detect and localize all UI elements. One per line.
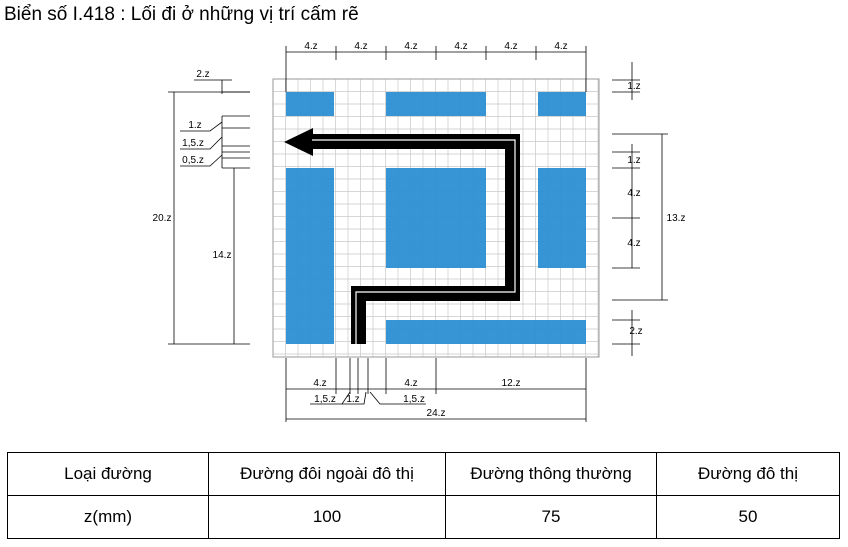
dim-left-15z: 1,5.z: [182, 138, 204, 149]
dim-top-2: 4.z: [354, 41, 367, 52]
dim-right-4z-b: 4.z: [627, 238, 640, 249]
dim-bottom-4z-a: 4.z: [313, 378, 326, 389]
dim-bottom-12z: 12.z: [502, 378, 521, 389]
z-value-table: Loại đường Đường đôi ngoài đô thị Đường …: [7, 452, 840, 539]
dim-bottom-4z-b: 4.z: [404, 378, 417, 389]
dim-top-6: 4.z: [554, 41, 567, 52]
dim-right-4z-a: 4.z: [627, 188, 640, 199]
panel-top-right: [538, 92, 586, 116]
dim-bottom-1z: 1.z: [346, 394, 359, 405]
table-row: z(mm) 100 75 50: [7, 495, 840, 539]
dim-left-1z: 1.z: [188, 120, 201, 131]
cell-z-urban: 50: [656, 495, 840, 539]
dim-top-4: 4.z: [454, 41, 467, 52]
cell-z-dual-rural: 100: [208, 495, 446, 539]
dim-left-20z: 20.z: [153, 213, 172, 224]
dim-left-2z: 2.z: [196, 69, 209, 80]
panel-right: [538, 168, 586, 268]
route-arrow: [284, 128, 520, 344]
dim-top-5: 4.z: [504, 41, 517, 52]
table-header-row: Loại đường Đường đôi ngoài đô thị Đường …: [7, 452, 840, 496]
panel-top-left: [286, 92, 334, 116]
panel-left-tall: [286, 168, 334, 344]
sign-diagram: 4.z 4.z 4.z 4.z 4.z 4.z 2.z 1.z 1,5.z 0,…: [153, 41, 686, 422]
cell-z-label: z(mm): [7, 495, 209, 539]
panel-bottom: [386, 320, 586, 344]
dim-left-05z: 0,5.z: [182, 155, 204, 166]
dim-left-14z: 14.z: [213, 250, 232, 261]
panel-center: [386, 168, 486, 268]
dim-right-1z-top: 1.z: [627, 81, 640, 92]
dim-bottom-15z-a: 1,5.z: [314, 394, 336, 405]
dim-right-13z: 13.z: [667, 213, 686, 224]
dimension-lines: [168, 46, 668, 422]
dim-top-1: 4.z: [304, 41, 317, 52]
header-road-type: Loại đường: [7, 452, 209, 496]
header-dual-rural: Đường đôi ngoài đô thị: [208, 452, 446, 496]
dimension-labels: 4.z 4.z 4.z 4.z 4.z 4.z 2.z 1.z 1,5.z 0,…: [153, 41, 686, 419]
cell-z-normal: 75: [445, 495, 657, 539]
dim-bottom-24z: 24.z: [427, 408, 446, 419]
dim-right-2z: 2.z: [629, 326, 642, 337]
panel-top-center: [386, 92, 486, 116]
dim-top-3: 4.z: [404, 41, 417, 52]
dim-right-1z-mid: 1.z: [627, 155, 640, 166]
header-urban: Đường đô thị: [656, 452, 840, 496]
dim-bottom-15z-b: 1,5.z: [403, 394, 425, 405]
blue-panels: [286, 92, 586, 344]
sign-title: Biển số I.418 : Lối đi ở những vị trí cấ…: [4, 4, 359, 25]
arrow-head: [284, 128, 313, 156]
header-normal: Đường thông thường: [445, 452, 657, 496]
